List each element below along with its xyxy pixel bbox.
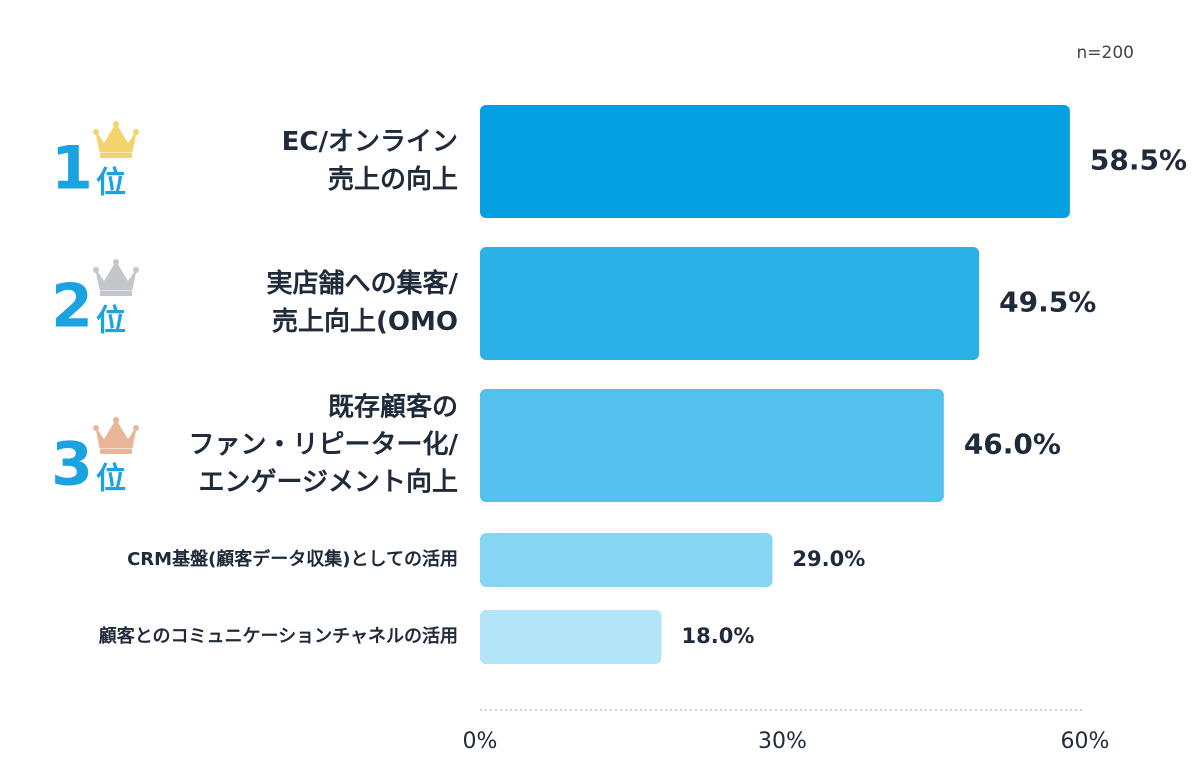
- bronze-crown-icon: [93, 417, 139, 454]
- rank-number: 2: [51, 272, 93, 342]
- bar-4: [480, 533, 773, 587]
- bar-3: [480, 389, 944, 502]
- crown-jewel: [93, 425, 99, 431]
- crown-band: [100, 449, 132, 454]
- crown-jewel: [113, 121, 119, 127]
- category-label-4: CRM基盤(顧客データ収集)としての活用: [127, 548, 458, 570]
- crown-band: [100, 291, 132, 296]
- crown-band: [100, 153, 132, 158]
- category-label-3: 既存顧客のファン・リピーター化/エンゲージメント向上: [189, 391, 459, 497]
- crown-jewel: [93, 267, 99, 273]
- crown-jewel: [113, 259, 119, 265]
- crown-jewel: [133, 129, 139, 135]
- x-axis-ticks: 0% 30% 60%: [463, 729, 1110, 754]
- value-label-1: 58.5%: [1090, 144, 1187, 177]
- bars-layer: [480, 105, 1070, 664]
- value-label-3: 46.0%: [964, 428, 1061, 461]
- category-label-2: 実店舗への集客/売上向上(OMO: [267, 268, 459, 337]
- crown-body: [95, 261, 137, 291]
- category-label-line: ファン・リピーター化/: [189, 430, 459, 460]
- crown-jewel: [113, 417, 119, 423]
- sample-size-note: n=200: [1077, 43, 1134, 63]
- category-label-line: EC/オンライン: [282, 127, 458, 157]
- crown-body: [95, 419, 137, 449]
- value-label-4: 29.0%: [792, 547, 865, 571]
- rank-suffix: 位: [96, 462, 126, 497]
- crown-body: [95, 123, 137, 153]
- x-tick-label-2: 30%: [758, 729, 807, 754]
- category-label-line: CRM基盤(顧客データ収集)としての活用: [127, 548, 458, 570]
- value-label-2: 49.5%: [999, 286, 1096, 319]
- category-label-line: エンゲージメント向上: [199, 467, 458, 498]
- silver-crown-icon: [93, 259, 139, 296]
- rank-suffix: 位: [96, 304, 126, 339]
- category-label-line: 売上の向上: [328, 164, 458, 195]
- x-tick-label-1: 0%: [463, 729, 498, 754]
- category-label-line: 実店舗への集客/: [267, 268, 459, 299]
- crown-jewel: [133, 425, 139, 431]
- x-tick-label-3: 60%: [1061, 729, 1110, 754]
- category-label-line: 既存顧客の: [328, 391, 458, 422]
- category-label-line: 売上向上(OMO: [272, 306, 458, 337]
- value-labels: 58.5% 49.5% 46.0% 29.0% 18.0%: [682, 144, 1188, 649]
- rank-suffix: 位: [96, 166, 126, 201]
- bar-2: [480, 247, 980, 360]
- rank-number: 1: [51, 134, 93, 204]
- crown-jewel: [133, 267, 139, 273]
- value-label-5: 18.0%: [682, 624, 755, 648]
- bar-5: [480, 610, 662, 664]
- category-label-1: EC/オンライン売上の向上: [282, 127, 458, 195]
- rank-badges: 1 位2 位3 位: [51, 121, 139, 500]
- rank-number: 3: [51, 430, 93, 500]
- category-label-5: 顧客とのコミュニケーションチャネルの活用: [99, 625, 458, 647]
- category-label-line: 顧客とのコミュニケーションチャネルの活用: [99, 625, 458, 647]
- crown-jewel: [93, 129, 99, 135]
- bar-1: [480, 105, 1070, 218]
- gold-crown-icon: [93, 121, 139, 158]
